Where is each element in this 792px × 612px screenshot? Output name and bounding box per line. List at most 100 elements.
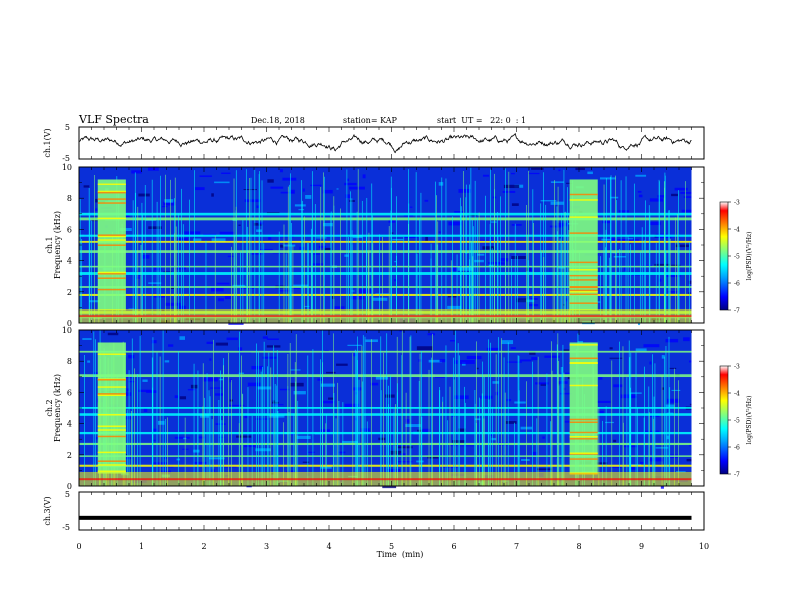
spectrogram-cell — [224, 295, 232, 300]
ch2-colorbar: -3 -4 -5 -6 -7 log(PSD)(V²/Hz) — [719, 364, 753, 479]
ch1-colorbar-ticks: -3 -4 -5 -6 -7 — [728, 200, 740, 315]
spectrogram-cell — [219, 378, 224, 381]
spectrogram-cell — [210, 387, 222, 389]
spectrogram-cell — [466, 355, 482, 360]
date-label: Dec.18, 2018 — [251, 116, 305, 125]
spectrogram-cell — [390, 232, 394, 234]
spectrogram-burst-band — [97, 235, 126, 238]
ch1-waveform-panel: ch.1(V) 5 -5 — [43, 123, 705, 163]
spectrogram-cell — [416, 346, 433, 351]
spectrogram-burst-band — [97, 429, 126, 431]
spectrogram-cell — [453, 395, 469, 400]
colorbar-tick-label: -5 — [734, 418, 740, 425]
spectrogram-cell — [298, 209, 305, 211]
spectrogram-burst-band — [97, 435, 126, 438]
spectrogram-cell — [218, 298, 224, 302]
spectrogram-cell — [286, 470, 297, 474]
spectrogram-cell — [194, 187, 205, 191]
y-tick-label: 0 — [67, 319, 72, 328]
spectrogram-cell — [219, 231, 235, 236]
spectrogram-cell — [311, 263, 324, 266]
spectrogram-band — [79, 431, 692, 435]
spectrogram-band — [79, 272, 692, 275]
spectrogram-cell — [262, 336, 268, 339]
spectrogram-cell — [293, 391, 306, 395]
spectrogram-burst-band — [569, 344, 598, 346]
spectrogram-band — [79, 234, 692, 237]
spectrogram-cell — [208, 457, 225, 460]
spectrogram-cell — [268, 237, 272, 240]
spectrogram-burst-band — [97, 234, 126, 236]
spectrogram-cell — [206, 341, 214, 344]
spectrogram-cell — [649, 361, 652, 365]
spectrogram-cell — [358, 289, 373, 294]
spectrogram-burst-band — [569, 261, 598, 264]
ch2-spectrogram-xticks — [78, 330, 705, 486]
spectrogram-cell — [107, 332, 119, 336]
spectrogram-cell — [482, 246, 495, 250]
spectrogram-cell — [491, 437, 497, 441]
spectrogram-cell — [635, 174, 647, 177]
spectrogram-cell — [531, 357, 538, 361]
spectrogram-cell — [454, 360, 459, 364]
spectrogram-burst-band — [97, 273, 126, 275]
spectrogram-band — [79, 413, 692, 416]
spectrogram-cell — [336, 363, 348, 366]
spectrogram-burst — [97, 342, 126, 474]
spectrogram-cell — [660, 485, 664, 489]
spectrogram-burst-band — [97, 277, 126, 279]
spectrogram-cell — [317, 378, 323, 381]
spectrogram-burst-band — [569, 421, 598, 424]
spectrogram-cell — [258, 222, 264, 225]
spectrogram-burst-band — [97, 239, 126, 241]
time-tick-label: 3 — [264, 542, 269, 551]
spectrogram-cell — [510, 347, 516, 349]
spectrogram-cell — [164, 199, 174, 203]
spectrogram-burst-band — [97, 271, 126, 274]
spectrogram-cell — [438, 182, 444, 186]
spectrogram-cell — [427, 333, 435, 336]
spectrogram-cell — [247, 382, 261, 387]
spectrogram-cell — [397, 460, 413, 463]
ch1-ytick-top: 5 — [65, 123, 70, 132]
spectrogram-cell — [174, 436, 190, 439]
spectrogram-cell — [587, 171, 593, 175]
colorbar-tick-label: -3 — [734, 200, 740, 207]
spectrogram-cell — [439, 359, 446, 363]
spectrogram-cell — [657, 195, 666, 198]
spectrogram-no-data — [691, 330, 704, 486]
spectrogram-cell — [388, 219, 396, 223]
spectrogram-cell — [318, 245, 327, 249]
spectrogram-band — [79, 442, 692, 446]
spectrogram-cell — [148, 282, 162, 284]
spectrogram-cell — [146, 390, 157, 393]
spectrogram-cell — [168, 344, 174, 347]
y-tick-label: 6 — [67, 225, 72, 234]
spectrogram-cell — [530, 297, 538, 300]
spectrogram-cell — [559, 392, 573, 395]
spectrogram-cell — [352, 353, 357, 357]
spectrogram-band — [79, 265, 692, 268]
spectrogram-cell — [147, 167, 159, 171]
spectrogram-cell — [229, 404, 245, 406]
y-tick-label: 2 — [67, 288, 72, 297]
spectrogram-cell — [293, 284, 309, 288]
spectrogram-cell — [302, 461, 310, 463]
spectrogram-cell — [480, 395, 493, 399]
spectrogram-cell — [394, 261, 397, 263]
colorbar-tick-label: -3 — [734, 364, 740, 371]
y-tick-label: 8 — [67, 357, 72, 366]
ch1-waveform-trace — [78, 132, 692, 154]
spectrogram-cell — [153, 295, 167, 298]
colorbar-tick-label: -5 — [734, 254, 740, 261]
spectrogram-cell — [221, 466, 237, 468]
spectrogram-cell — [214, 393, 224, 396]
spectrogram-cell — [238, 224, 241, 226]
ch3-waveform-trace — [79, 515, 692, 520]
spectrogram-cell — [375, 376, 389, 380]
spectrogram-cell — [683, 337, 690, 342]
spectrogram-cell — [536, 468, 553, 471]
spectrogram-cell — [256, 205, 260, 209]
spectrogram-cell — [458, 428, 466, 432]
spectrogram-cell — [87, 360, 91, 363]
